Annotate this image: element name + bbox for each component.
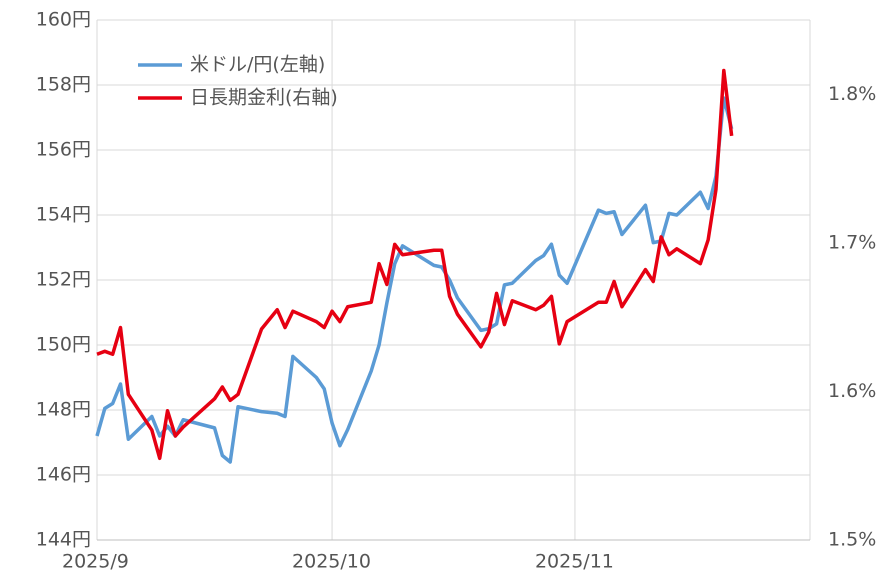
- x-tick-label: 2025/10: [292, 551, 371, 573]
- y-tick-label: 152円: [36, 269, 91, 291]
- y-tick-label: 146円: [36, 464, 91, 486]
- y2-tick-label: 1.7%: [828, 231, 876, 253]
- y-tick-label: 148円: [36, 399, 91, 421]
- y-tick-label: 160円: [36, 9, 91, 31]
- y2-tick-label: 1.6%: [828, 380, 876, 402]
- y-tick-label: 156円: [36, 139, 91, 161]
- y-tick-label: 150円: [36, 334, 91, 356]
- y-tick-label: 154円: [36, 204, 91, 226]
- y-tick-label: 158円: [36, 74, 91, 96]
- y2-tick-label: 1.8%: [828, 83, 876, 105]
- x-tick-label: 2025/11: [535, 551, 614, 573]
- y2-tick-label: 1.5%: [828, 529, 876, 551]
- x-tick-label: 2025/9: [62, 551, 129, 573]
- legend-label: 米ドル/円(左軸): [190, 54, 325, 76]
- legend-label: 日長期金利(右軸): [190, 87, 338, 109]
- line-series: [96, 68, 734, 461]
- y-tick-label: 144円: [36, 529, 91, 551]
